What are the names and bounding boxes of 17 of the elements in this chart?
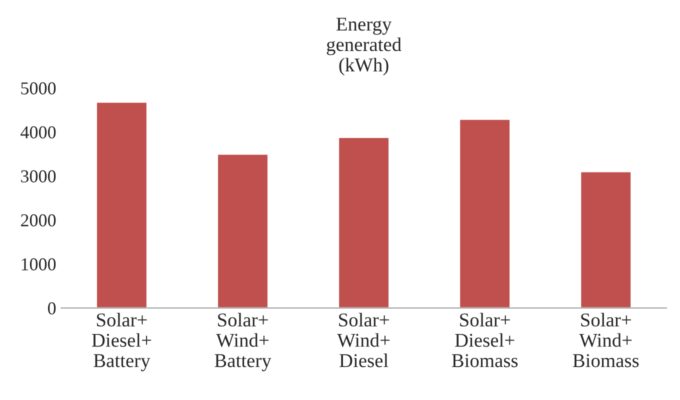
bar [458,118,511,308]
x-tick-label: Solar+ Diesel+ Biomass [452,312,518,368]
x-tick-label: Solar+ Wind+ Biomass [572,312,639,368]
bar [338,136,390,308]
bar [580,170,632,308]
y-tick-label: 3000 [21,170,56,182]
x-tick-label: Solar+ Wind+ Diesel [337,312,390,368]
y-tick-label: 4000 [20,126,56,138]
bar [216,153,269,308]
y-tick-label: 5000 [21,82,56,94]
x-tick-label: Solar+ Wind+ Battery [214,312,272,372]
y-tick-label: 1000 [22,258,56,270]
y-tick-label: 2000 [21,214,56,226]
x-tick-label: Solar+ Diesel+ Battery [92,312,152,372]
y-tick-label: 0 [48,302,56,314]
bar [96,101,148,308]
chart-title: Energy generated (kWh) [326,18,402,76]
